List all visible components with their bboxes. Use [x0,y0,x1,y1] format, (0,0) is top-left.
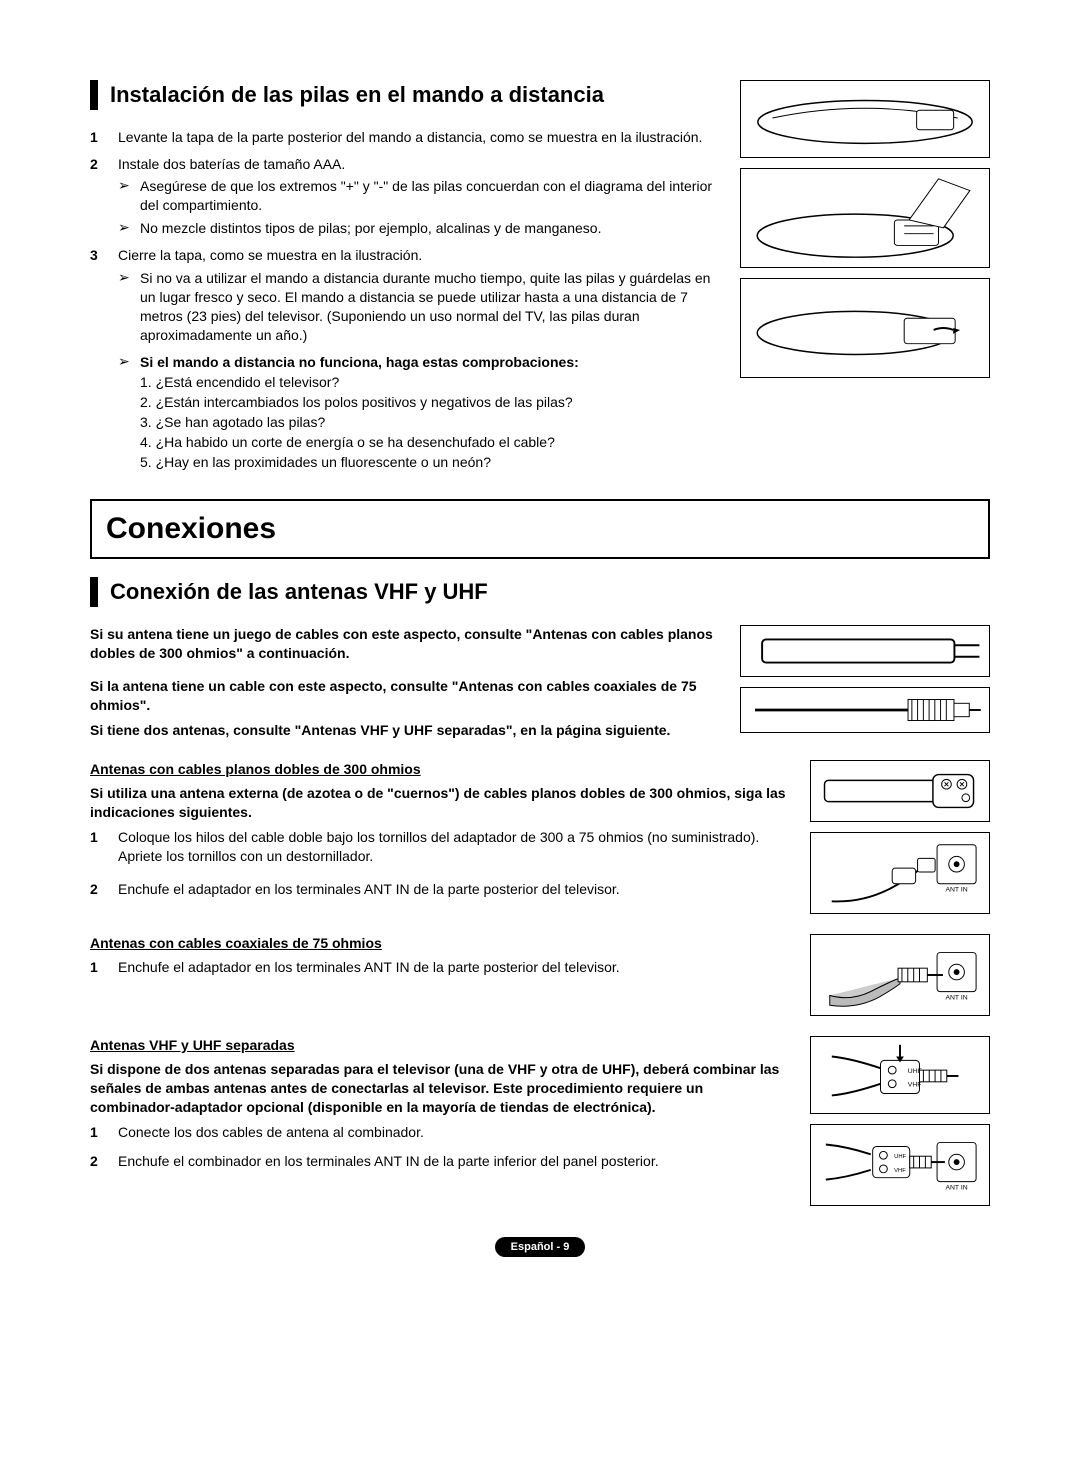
arrow-item: ➢ Si no va a utilizar el mando a distanc… [118,269,720,345]
subsection-lead: Si dispone de dos antenas separadas para… [90,1060,790,1117]
intro-para: Si tiene dos antenas, consulte "Antenas … [90,721,720,740]
svg-text:ANT IN: ANT IN [945,1184,967,1191]
arrow-icon: ➢ [118,269,140,286]
arrow-text: No mezcle distintos tipos de pilas; por … [140,219,720,238]
illustration-plug-adapter: ANT IN [810,832,990,914]
step-extra: Apriete los tornillos con un destornilla… [118,847,790,866]
troubleshoot-title: Si el mando a distancia no funciona, hag… [140,353,720,372]
step-number: 2 [90,880,118,899]
step-text: Enchufe el adaptador en los terminales A… [118,958,790,977]
step-number: 1 [90,128,118,147]
check-item: 3. ¿Se han agotado las pilas? [140,413,720,432]
arrow-icon: ➢ [118,177,140,194]
illustration-remote-slide [740,278,990,378]
step-1: 1 Enchufe el adaptador en los terminales… [90,958,790,977]
step-text: Instale dos baterías de tamaño AAA. [118,155,720,174]
step-2: 2 Enchufe el combinador en los terminale… [90,1152,790,1171]
illustration-combiner: UHF VHF [810,1036,990,1114]
illustration-adapter-screws [810,760,990,822]
step-text: Enchufe el combinador en los terminales … [118,1152,790,1171]
sub1-steps: 1 Coloque los hilos del cable doble bajo… [90,828,790,899]
step-text: Coloque los hilos del cable doble bajo l… [118,828,790,847]
svg-text:VHF: VHF [894,1167,906,1173]
troubleshoot-list: 1. ¿Está encendido el televisor? 2. ¿Est… [140,373,720,471]
step-number: 2 [90,1152,118,1171]
subsection-heading-75ohm: Antenas con cables coaxiales de 75 ohmio… [90,934,790,953]
step-number: 1 [90,958,118,977]
sub2-steps: 1 Enchufe el adaptador en los terminales… [90,958,790,977]
check-item: 2. ¿Están intercambiados los polos posit… [140,393,720,412]
step-number: 3 [90,246,118,344]
sub3-steps: 1 Conecte los dos cables de antena al co… [90,1123,790,1171]
subsection-heading-300ohm: Antenas con cables planos dobles de 300 … [90,760,790,779]
subsection-heading-separate: Antenas VHF y UHF separadas [90,1036,790,1055]
intro-para: Si la antena tiene un cable con este asp… [90,677,720,715]
check-item: 5. ¿Hay en las proximidades un fluoresce… [140,453,720,472]
intro-para: Si su antena tiene un juego de cables co… [90,625,720,663]
step-2: 2 Instale dos baterías de tamaño AAA. ➢ … [90,155,720,239]
arrow-icon: ➢ [118,219,140,236]
illustration-remote-open [740,168,990,268]
step-text: Enchufe el adaptador en los terminales A… [118,880,790,899]
step-number: 1 [90,828,118,866]
illustration-remote-closed [740,80,990,158]
illustration-combiner-plug: ANT IN UHF VHF [810,1124,990,1206]
check-item: 1. ¿Está encendido el televisor? [140,373,720,392]
page-footer: Español - 9 [90,1236,990,1258]
step-2: 2 Enchufe el adaptador en los terminales… [90,880,790,899]
step-3: 3 Cierre la tapa, como se muestra en la … [90,246,720,344]
illustration-flat-cable [740,625,990,677]
arrow-text: Si no va a utilizar el mando a distancia… [140,269,720,345]
illustration-coax-cable [740,687,990,733]
svg-text:VHF: VHF [908,1081,922,1088]
remote-steps: 1 Levante la tapa de la parte posterior … [90,128,720,345]
step-1: 1 Coloque los hilos del cable doble bajo… [90,828,790,866]
arrow-text: Asegúrese de que los extremos "+" y "-" … [140,177,720,215]
step-number: 1 [90,1123,118,1142]
step-1: 1 Conecte los dos cables de antena al co… [90,1123,790,1142]
step-number: 2 [90,155,118,239]
chapter-title: Conexiones [90,499,990,560]
arrow-icon: ➢ [118,353,140,370]
check-item: 4. ¿Ha habido un corte de energía o se h… [140,433,720,452]
illustration-plug-coax: ANT IN [810,934,990,1016]
step-text: Cierre la tapa, como se muestra en la il… [118,246,720,265]
troubleshoot-block: ➢ Si el mando a distancia no funciona, h… [118,353,720,473]
subsection-lead: Si utiliza una antena externa (de azotea… [90,784,790,822]
svg-text:ANT IN: ANT IN [945,994,967,1001]
svg-text:UHF: UHF [894,1154,906,1160]
section-title-antenna: Conexión de las antenas VHF y UHF [90,577,990,607]
arrow-item: ➢ Asegúrese de que los extremos "+" y "-… [118,177,720,215]
step-1: 1 Levante la tapa de la parte posterior … [90,128,720,147]
arrow-item: ➢ No mezcle distintos tipos de pilas; po… [118,219,720,238]
section-title-remote: Instalación de las pilas en el mando a d… [90,80,720,110]
page-number-pill: Español - 9 [495,1237,586,1258]
step-text: Conecte los dos cables de antena al comb… [118,1123,790,1142]
step-text: Levante la tapa de la parte posterior de… [118,128,720,147]
svg-text:ANT IN: ANT IN [945,886,967,893]
